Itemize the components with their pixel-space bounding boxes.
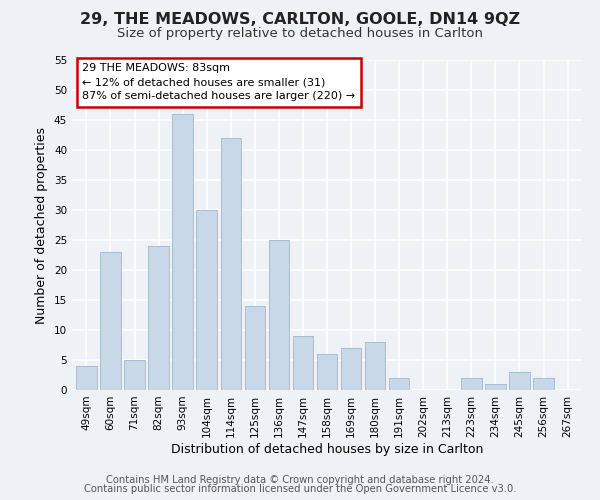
- Bar: [341, 348, 361, 390]
- Bar: [76, 366, 97, 390]
- Bar: [365, 342, 385, 390]
- Bar: [533, 378, 554, 390]
- Bar: [293, 336, 313, 390]
- Bar: [148, 246, 169, 390]
- Y-axis label: Number of detached properties: Number of detached properties: [35, 126, 49, 324]
- Bar: [172, 114, 193, 390]
- Text: 29 THE MEADOWS: 83sqm
← 12% of detached houses are smaller (31)
87% of semi-deta: 29 THE MEADOWS: 83sqm ← 12% of detached …: [82, 64, 355, 102]
- Text: Size of property relative to detached houses in Carlton: Size of property relative to detached ho…: [117, 28, 483, 40]
- Bar: [389, 378, 409, 390]
- Bar: [461, 378, 482, 390]
- Bar: [485, 384, 506, 390]
- Bar: [509, 372, 530, 390]
- Text: Contains public sector information licensed under the Open Government Licence v3: Contains public sector information licen…: [84, 484, 516, 494]
- Bar: [317, 354, 337, 390]
- Bar: [100, 252, 121, 390]
- Text: Contains HM Land Registry data © Crown copyright and database right 2024.: Contains HM Land Registry data © Crown c…: [106, 475, 494, 485]
- Bar: [245, 306, 265, 390]
- Bar: [196, 210, 217, 390]
- Bar: [269, 240, 289, 390]
- Bar: [221, 138, 241, 390]
- Bar: [124, 360, 145, 390]
- X-axis label: Distribution of detached houses by size in Carlton: Distribution of detached houses by size …: [171, 442, 483, 456]
- Text: 29, THE MEADOWS, CARLTON, GOOLE, DN14 9QZ: 29, THE MEADOWS, CARLTON, GOOLE, DN14 9Q…: [80, 12, 520, 28]
